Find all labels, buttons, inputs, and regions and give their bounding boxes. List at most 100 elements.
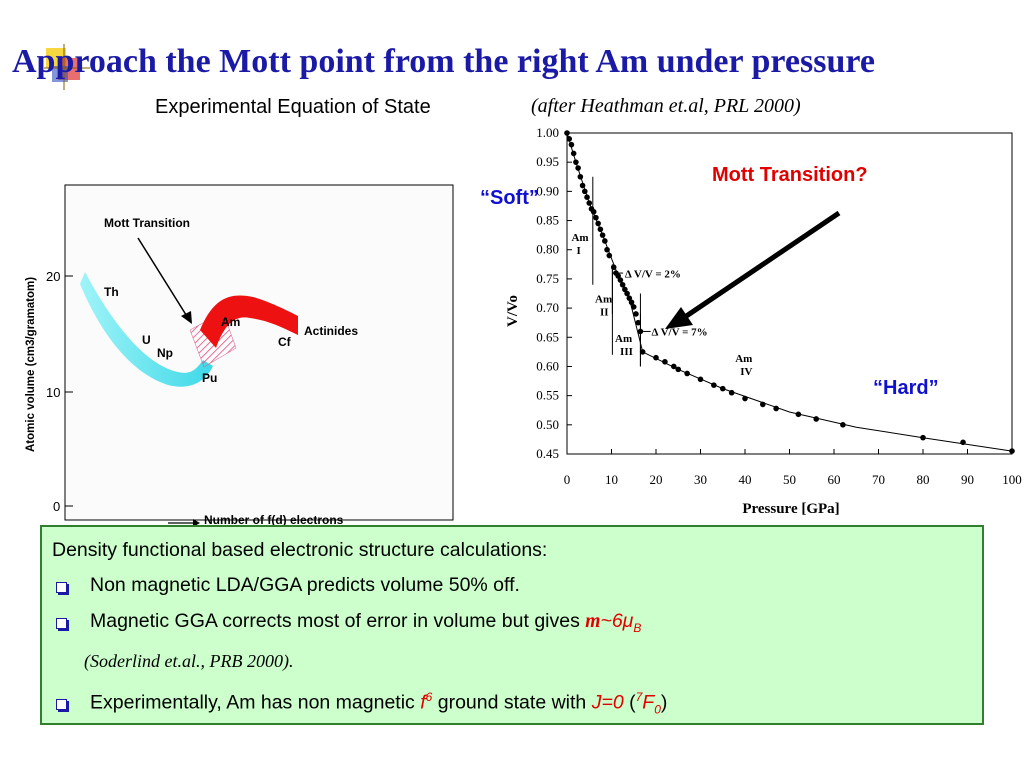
y-tick-label: 0.90 xyxy=(536,183,559,198)
data-point xyxy=(653,354,659,361)
y-tick-label: 0.45 xyxy=(536,446,559,461)
data-point xyxy=(675,366,682,373)
bullet-3-j: J=0 xyxy=(591,691,624,714)
x-axis-label: Pressure [GPa] xyxy=(742,501,839,517)
data-point xyxy=(590,208,597,215)
delta-label: Δ V/V = 7% xyxy=(652,327,708,339)
y-tick-label: 0.50 xyxy=(536,417,559,432)
phase-label: Am xyxy=(571,232,588,244)
data-point xyxy=(597,226,604,233)
bullet-2-m: m xyxy=(585,611,601,632)
y-tick-label: 0.85 xyxy=(536,213,559,228)
mott-arrow xyxy=(137,237,189,319)
data-point xyxy=(840,422,846,428)
decorative-logo xyxy=(44,44,90,90)
label-actinides: Actinides xyxy=(304,324,358,338)
data-point xyxy=(742,395,748,402)
data-point xyxy=(697,376,704,383)
bullet-3-text-a: Experimentally, Am has non magnetic xyxy=(90,691,415,714)
data-point xyxy=(584,194,590,200)
x-tick-label: 70 xyxy=(872,472,885,487)
cyan-ribbon xyxy=(80,272,213,387)
left-plot-frame xyxy=(64,184,454,521)
data-point xyxy=(920,434,926,441)
left-x-axis-label: Number of f(d) electrons xyxy=(204,513,344,525)
y-tick-label: 0.80 xyxy=(536,242,559,257)
soft-callout: “Soft” xyxy=(480,187,539,209)
data-point xyxy=(622,286,628,293)
bullet-3-text-b: ground state with xyxy=(437,691,587,714)
data-point xyxy=(684,370,690,377)
bullet-icon xyxy=(56,699,67,710)
x-tick-label: 80 xyxy=(917,472,930,487)
data-point xyxy=(626,295,633,301)
bullet-3: Experimentally, Am has non magnetic f6 g… xyxy=(90,690,667,716)
bullet-icon xyxy=(56,582,67,593)
data-point xyxy=(586,200,593,206)
bullet-2-sub: B xyxy=(633,620,642,635)
data-point xyxy=(579,182,586,189)
x-tick-label: 60 xyxy=(828,472,841,487)
mott-pointer-arrow xyxy=(665,210,841,329)
bullet-2-value: ~6μ xyxy=(600,610,634,632)
bullet-3-F: F xyxy=(642,691,655,714)
data-point xyxy=(575,165,581,171)
data-point xyxy=(568,141,575,148)
phase-label: Am xyxy=(615,333,632,345)
slide-title: Approach the Mott point from the right A… xyxy=(12,43,875,80)
red-ribbon xyxy=(200,295,298,348)
phase-roman: IV xyxy=(740,366,752,378)
mott-arrow-head xyxy=(181,311,192,324)
left-y-tick-0: 0 xyxy=(53,499,60,514)
mott-annotation: Mott Transition xyxy=(104,216,190,230)
bullet-2-text: Magnetic GGA corrects most of error in v… xyxy=(90,610,580,632)
bullet-3-close: ) xyxy=(660,691,668,714)
x-tick-label: 30 xyxy=(694,472,707,487)
left-y-axis-label: Atomic volume (cm3/gramatom) xyxy=(25,277,37,452)
data-point xyxy=(1009,448,1015,454)
label-th: Th xyxy=(104,285,119,299)
bullet-icon xyxy=(56,618,67,629)
bullet-3-fsup: 6 xyxy=(425,690,433,704)
x-tick-label: 10 xyxy=(605,472,618,487)
data-point xyxy=(628,299,635,306)
x-tick-label: 40 xyxy=(739,472,752,487)
data-point xyxy=(760,401,766,408)
data-point xyxy=(602,238,608,244)
y-tick-label: 0.60 xyxy=(536,358,559,373)
data-point xyxy=(604,246,610,253)
y-tick-label: 0.95 xyxy=(536,154,559,169)
bullet-3-f: f xyxy=(420,691,426,714)
label-pu: Pu xyxy=(202,371,217,385)
citation-note: (Soderlind et.al., PRB 2000). xyxy=(84,651,294,671)
hard-callout: “Hard” xyxy=(873,377,939,399)
label-am: Am xyxy=(221,315,240,329)
data-point xyxy=(606,252,613,259)
data-point xyxy=(813,416,819,422)
bullet-1: Non magnetic LDA/GGA predicts volume 50%… xyxy=(90,574,520,596)
delta-label: Δ V/V = 2% xyxy=(625,269,681,281)
data-point xyxy=(671,363,677,370)
data-point xyxy=(573,159,579,165)
data-point xyxy=(564,130,570,136)
data-point xyxy=(960,439,966,446)
phase-label: Am xyxy=(595,293,612,305)
data-point xyxy=(615,273,621,279)
data-point xyxy=(595,220,601,227)
data-point xyxy=(566,136,573,142)
data-point xyxy=(635,319,641,326)
bullet-2: Magnetic GGA corrects most of error in v… xyxy=(90,610,641,635)
data-point xyxy=(630,304,637,310)
data-point xyxy=(639,349,646,355)
y-tick-label: 1.00 xyxy=(536,125,559,140)
label-np: Np xyxy=(157,346,173,360)
data-point xyxy=(728,389,735,396)
data-point xyxy=(795,411,802,418)
bullet-3-open: ( xyxy=(629,691,636,714)
eos-chart: 0 10 20 30 40 50 60 70 80 90 100 1.00 0.95 0.90 0.85 0.… xyxy=(505,125,1022,517)
data-point xyxy=(711,382,717,388)
data-point xyxy=(773,405,779,412)
x-tick-label: 50 xyxy=(783,472,796,487)
data-point xyxy=(662,358,668,365)
